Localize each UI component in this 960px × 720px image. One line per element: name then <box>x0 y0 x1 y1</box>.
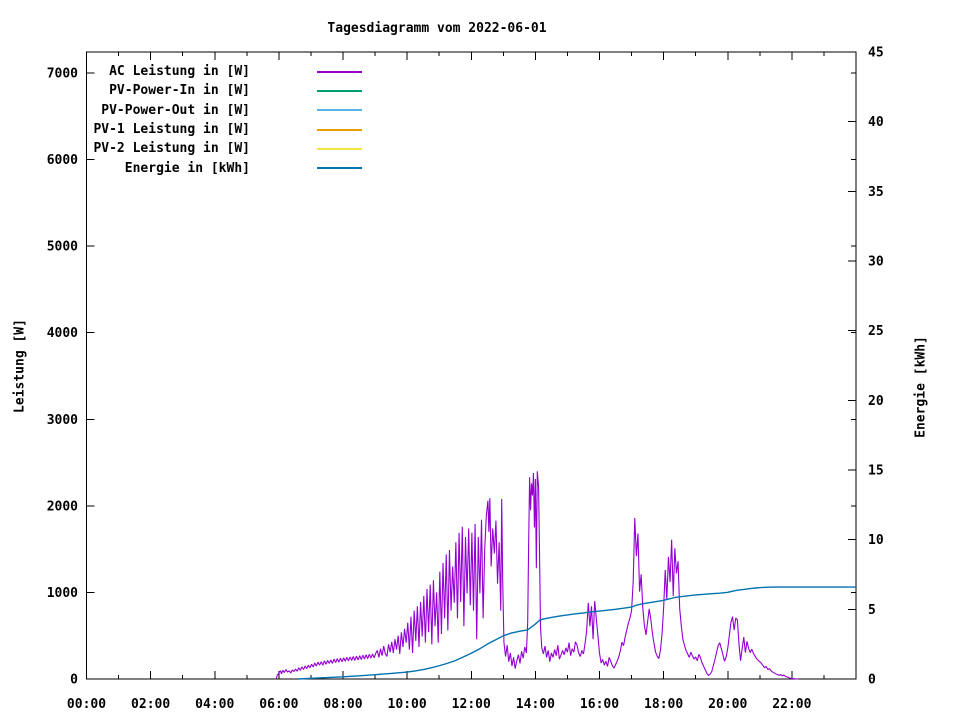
legend-item-pv1-leistung: PV-1 Leistung in [W] <box>86 120 362 139</box>
legend-label-pv-power-out: PV-Power-Out in [W] <box>101 102 250 118</box>
y2-tick-label: 10 <box>868 533 884 548</box>
y2-tick-label: 0 <box>868 673 876 688</box>
legend-item-energie: Energie in [kWh] <box>86 158 362 177</box>
legend-item-pv2-leistung: PV-2 Leistung in [W] <box>86 139 362 158</box>
y2-tick-label: 45 <box>868 46 884 61</box>
legend-color-sample-pv1-leistung <box>317 128 362 131</box>
x-tick-label: 16:00 <box>580 697 619 712</box>
x-tick-label: 04:00 <box>195 697 234 712</box>
legend-color-sample-ac-leistung <box>317 70 362 73</box>
y-tick-label: 7000 <box>47 67 78 82</box>
y2-tick-label: 35 <box>868 185 884 200</box>
y2-tick-label: 15 <box>868 464 884 479</box>
legend-item-pv-power-in: PV-Power-In in [W] <box>86 81 362 100</box>
x-tick-label: 14:00 <box>516 697 555 712</box>
y-tick-label: 2000 <box>47 499 78 514</box>
y-tick-label: 3000 <box>47 413 78 428</box>
y2-tick-label: 30 <box>868 255 884 270</box>
legend-color-sample-pv-power-out <box>317 109 362 112</box>
legend-label-pv-power-in: PV-Power-In in [W] <box>109 83 250 99</box>
y2-tick-label: 40 <box>868 115 884 130</box>
legend-label-ac-leistung: AC Leistung in [W] <box>109 64 250 80</box>
legend-color-sample-pv2-leistung <box>317 147 362 150</box>
x-tick-label: 02:00 <box>131 697 170 712</box>
y-tick-label: 0 <box>70 673 78 688</box>
legend: AC Leistung in [W] PV-Power-In in [W] PV-P… <box>86 62 362 178</box>
x-tick-label: 20:00 <box>708 697 747 712</box>
legend-color-sample-pv-power-in <box>317 89 362 92</box>
y2-tick-label: 5 <box>868 603 876 618</box>
y-tick-label: 6000 <box>47 153 78 168</box>
chart-title: Tagesdiagramm vom 2022-06-01 <box>327 21 547 36</box>
y-tick-label: 1000 <box>47 586 78 601</box>
y2-tick-label: 25 <box>868 324 884 339</box>
legend-label-pv1-leistung: PV-1 Leistung in [W] <box>93 122 250 138</box>
legend-label-pv2-leistung: PV-2 Leistung in [W] <box>93 141 250 157</box>
x-tick-label: 08:00 <box>323 697 362 712</box>
x-tick-label: 18:00 <box>644 697 683 712</box>
y-tick-label: 4000 <box>47 326 78 341</box>
legend-color-sample-energie <box>317 167 362 170</box>
x-tick-label: 22:00 <box>772 697 811 712</box>
x-tick-label: 12:00 <box>452 697 491 712</box>
x-tick-label: 00:00 <box>67 697 106 712</box>
x-tick-label: 10:00 <box>388 697 427 712</box>
x-tick-label: 06:00 <box>259 697 298 712</box>
legend-item-ac-leistung: AC Leistung in [W] <box>86 62 362 81</box>
y-tick-label: 5000 <box>47 240 78 255</box>
legend-item-pv-power-out: PV-Power-Out in [W] <box>86 101 362 120</box>
legend-label-energie: Energie in [kWh] <box>124 160 250 176</box>
y2-tick-label: 20 <box>868 394 884 409</box>
series-ac-leistung <box>275 471 799 680</box>
series-energie <box>298 586 856 680</box>
